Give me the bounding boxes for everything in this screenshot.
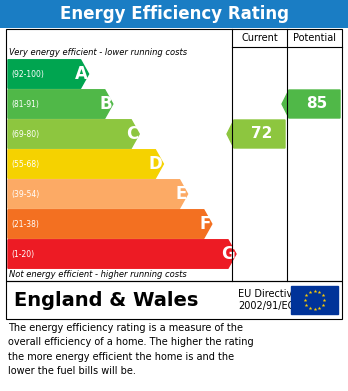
- Text: F: F: [199, 215, 211, 233]
- Text: (81-91): (81-91): [11, 99, 39, 108]
- Polygon shape: [8, 120, 139, 148]
- Polygon shape: [8, 180, 188, 208]
- Bar: [0, 0, 348, 28]
- Text: D: D: [149, 155, 163, 173]
- Text: 2002/91/EC: 2002/91/EC: [238, 301, 294, 312]
- Polygon shape: [8, 210, 212, 238]
- Text: EU Directive: EU Directive: [238, 289, 298, 299]
- Text: (55-68): (55-68): [11, 160, 39, 169]
- Text: Energy Efficiency Rating: Energy Efficiency Rating: [60, 5, 288, 23]
- Bar: [6, 29, 342, 281]
- Text: Not energy efficient - higher running costs: Not energy efficient - higher running co…: [9, 270, 187, 279]
- Text: A: A: [75, 65, 88, 83]
- Polygon shape: [8, 150, 164, 178]
- Polygon shape: [8, 60, 89, 88]
- Text: C: C: [126, 125, 138, 143]
- Polygon shape: [8, 90, 113, 118]
- Bar: [6, 281, 342, 319]
- Text: (1-20): (1-20): [11, 249, 34, 258]
- Bar: [291, 286, 338, 314]
- Text: B: B: [99, 95, 112, 113]
- Text: England & Wales: England & Wales: [14, 291, 198, 310]
- Polygon shape: [8, 240, 236, 268]
- Text: 85: 85: [306, 97, 327, 111]
- Text: Potential: Potential: [293, 33, 336, 43]
- Text: The energy efficiency rating is a measure of the
overall efficiency of a home. T: The energy efficiency rating is a measur…: [8, 323, 254, 376]
- Text: (69-80): (69-80): [11, 129, 39, 138]
- Text: E: E: [175, 185, 187, 203]
- Text: Current: Current: [241, 33, 278, 43]
- Text: 72: 72: [251, 127, 272, 142]
- Polygon shape: [282, 90, 340, 118]
- Text: (92-100): (92-100): [11, 70, 44, 79]
- Text: G: G: [221, 245, 235, 263]
- Text: (21-38): (21-38): [11, 219, 39, 228]
- Text: (39-54): (39-54): [11, 190, 39, 199]
- Text: Very energy efficient - lower running costs: Very energy efficient - lower running co…: [9, 48, 187, 57]
- Polygon shape: [227, 120, 285, 148]
